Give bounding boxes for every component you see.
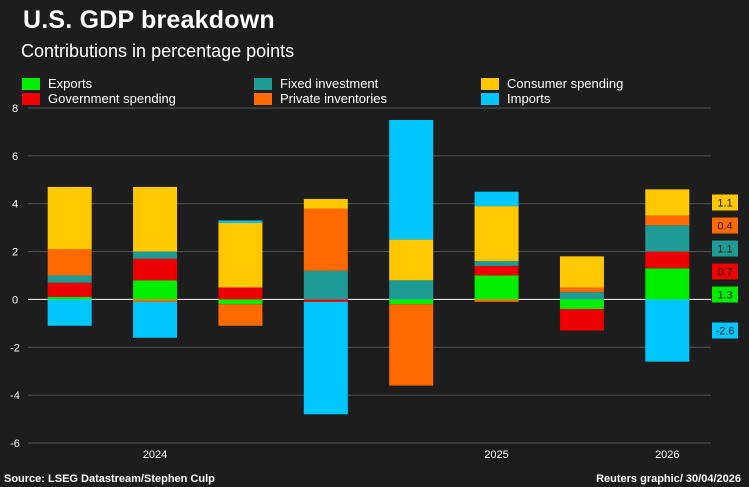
legend-label: Imports <box>507 91 551 106</box>
bar-segment <box>218 287 263 300</box>
bar-segment <box>47 249 92 276</box>
value-label-box <box>712 263 738 280</box>
bar-segment <box>389 119 434 240</box>
legend-item-exports: Exports <box>22 76 92 91</box>
legend: Exports Government spending Fixed invest… <box>22 76 722 108</box>
bar-segment <box>645 215 690 226</box>
bar-segment <box>47 299 92 326</box>
bar-segment <box>474 275 519 300</box>
legend-label: Government spending <box>48 91 176 106</box>
value-label: 1.1 <box>717 244 732 256</box>
legend-swatch <box>481 77 499 90</box>
bar-segment <box>303 301 348 415</box>
legend-label: Exports <box>48 76 93 91</box>
y-tick-label: -4 <box>10 390 20 402</box>
bar-segment <box>474 191 519 207</box>
legend-swatch <box>22 92 40 105</box>
bar-segment <box>559 287 604 293</box>
value-label: -2.6 <box>716 326 735 338</box>
bar-segment <box>218 299 263 305</box>
bar-segment <box>559 309 604 331</box>
x-tick-label: 2024 <box>143 449 167 461</box>
bar-segment <box>389 280 434 300</box>
y-tick-label: 0 <box>12 294 18 306</box>
y-tick-label: 6 <box>12 151 18 163</box>
bar-segment <box>133 251 178 259</box>
bar-segment <box>559 256 604 288</box>
bar-segment <box>303 208 348 271</box>
value-label: 0.4 <box>717 221 732 233</box>
x-tick-label: 2025 <box>484 449 508 461</box>
bar-segment <box>474 206 519 262</box>
bar-segment <box>47 275 92 283</box>
chart-subtitle: Contributions in percentage points <box>21 41 295 61</box>
bar-segment <box>133 301 178 338</box>
value-label-box <box>712 217 738 234</box>
bar-segment <box>389 239 434 281</box>
legend-item-private-inventories: Private inventories <box>254 91 387 106</box>
x-tick-label: 2026 <box>655 449 679 461</box>
bar-segment <box>218 304 263 326</box>
legend-item-consumer-spending: Consumer spending <box>481 76 623 91</box>
credit-note: Reuters graphic/ 30/04/2026 <box>596 473 741 485</box>
bar-segment <box>218 222 263 288</box>
legend-swatch <box>254 92 272 105</box>
bar-segment <box>47 186 92 250</box>
legend-item-government-spending: Government spending <box>22 91 176 106</box>
bar-segment <box>133 258 178 281</box>
legend-item-fixed-investment: Fixed investment <box>254 76 378 91</box>
source-note: Source: LSEG Datastream/Stephen Culp <box>4 473 215 485</box>
bar-segment <box>645 251 690 269</box>
bar-segment <box>474 265 519 276</box>
value-label: 0.7 <box>717 267 732 279</box>
y-tick-label: 2 <box>12 247 18 259</box>
value-label-box <box>712 240 738 257</box>
bar-segment <box>559 292 604 300</box>
bar-segment <box>303 198 348 209</box>
value-label-box <box>712 194 738 211</box>
bar-segment <box>47 297 92 300</box>
bar-segment <box>559 299 604 309</box>
bar-segment <box>303 299 348 302</box>
y-tick-label: -2 <box>10 342 20 354</box>
bar-segment <box>645 189 690 216</box>
bar-segment <box>645 268 690 300</box>
legend-label: Consumer spending <box>507 76 624 91</box>
value-label-box <box>712 322 738 339</box>
bar-segment <box>133 299 178 302</box>
legend-label: Fixed investment <box>280 76 379 91</box>
bar-segment <box>389 304 434 386</box>
y-tick-label: -6 <box>10 438 20 450</box>
legend-swatch <box>481 92 499 105</box>
bar-segment <box>645 299 690 362</box>
bar-segment <box>47 282 92 298</box>
bar-segment <box>474 299 519 302</box>
value-label: 1.1 <box>717 198 732 210</box>
value-label: 1.3 <box>717 290 732 302</box>
legend-label: Private inventories <box>280 91 387 106</box>
bar-segment <box>474 261 519 266</box>
legend-swatch <box>22 77 40 90</box>
value-label-box <box>712 286 738 303</box>
bar-segment <box>133 186 178 252</box>
y-tick-label: 8 <box>12 103 18 115</box>
bar-segment <box>218 220 263 223</box>
y-tick-label: 4 <box>12 199 18 211</box>
bar-segment <box>133 280 178 300</box>
bar-segment <box>389 299 434 305</box>
legend-swatch <box>254 77 272 90</box>
chart-title: U.S. GDP breakdown <box>23 6 275 34</box>
bar-segment <box>303 270 348 300</box>
bar-segment <box>645 225 690 252</box>
legend-item-imports: Imports <box>481 91 550 106</box>
